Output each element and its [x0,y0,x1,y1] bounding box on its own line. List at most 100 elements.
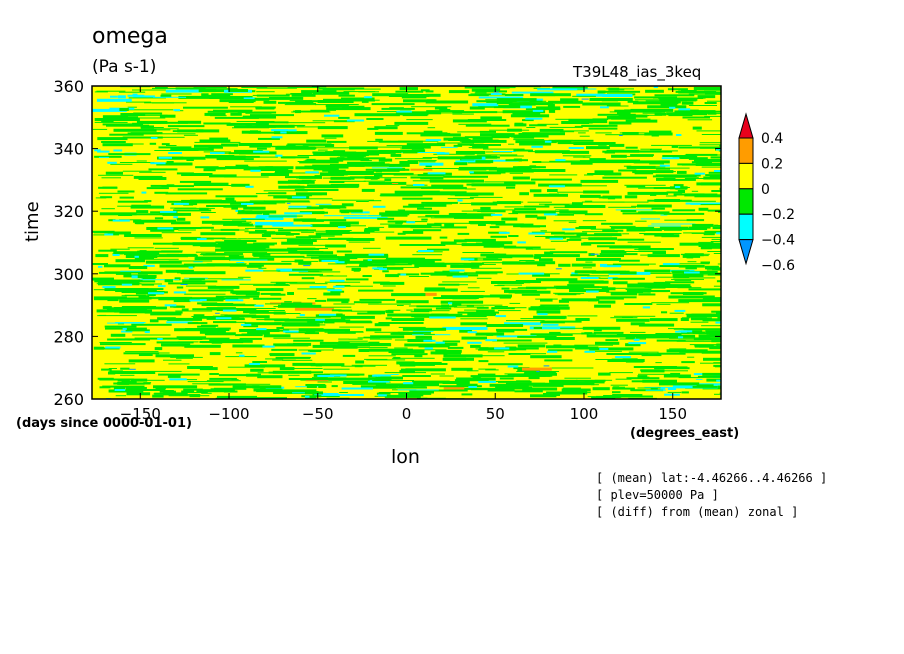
field-streak [443,284,468,286]
field-streak [481,355,505,357]
field-streak [496,335,537,338]
field-streak [655,276,690,278]
field-streak [312,224,320,227]
field-streak [358,289,394,292]
field-streak [391,183,399,184]
field-streak [248,262,292,265]
colorbar-label: 0 [761,182,770,198]
field-streak [470,171,501,175]
field-streak [183,106,228,109]
field-streak [702,297,721,301]
field-streak [303,265,311,267]
field-streak [433,389,468,392]
field-streak [663,366,688,369]
field-streak [625,146,638,149]
field-streak [213,387,247,390]
field-streak [121,381,137,383]
field-streak [112,219,130,222]
field-streak [271,136,283,139]
field-streak [424,287,445,291]
field-streak [408,203,447,207]
field-streak [197,278,244,280]
field-streak [372,380,414,381]
field-streak [306,206,347,209]
field-streak [286,239,317,242]
field-streak [354,113,400,117]
field-streak [711,238,721,240]
field-streak [586,334,616,338]
field-streak [617,238,645,241]
field-streak [297,155,342,156]
field-streak [609,111,647,113]
field-streak [340,285,373,287]
field-streak [278,229,309,232]
field-streak [338,226,346,229]
field-streak [262,345,275,348]
field-streak [341,97,375,101]
field-streak [643,233,674,236]
field-streak [491,135,522,137]
field-streak [508,143,515,145]
field-streak [604,151,615,154]
field-streak [450,264,480,268]
field-streak [447,198,474,200]
field-streak [406,309,413,311]
field-streak [471,183,516,187]
field-streak [303,160,328,162]
field-streak [241,203,254,205]
field-streak [679,352,715,354]
field-streak [568,280,609,284]
field-streak [372,205,386,208]
field-streak [508,353,531,355]
field-streak [354,365,363,368]
field-streak [280,131,287,134]
field-streak [172,131,218,132]
field-streak [532,273,550,277]
field-streak [606,334,651,338]
field-streak [571,185,607,187]
field-streak [329,374,347,377]
field-streak [284,318,308,322]
field-streak [312,120,337,122]
field-streak [701,236,721,238]
field-streak [603,264,649,266]
field-streak [284,212,312,215]
field-streak [209,352,221,356]
field-streak [462,252,494,253]
field-streak [195,166,219,169]
field-streak [637,204,672,208]
field-streak [330,183,360,187]
field-streak [321,134,344,138]
field-streak [406,143,446,147]
field-streak [479,130,496,133]
field-streak [113,382,151,385]
field-streak [382,270,389,273]
field-streak [122,327,127,330]
field-streak [532,161,542,163]
field-streak [382,285,396,287]
field-streak [120,270,141,272]
field-streak [399,392,408,395]
field-streak [207,263,247,265]
field-streak [314,230,349,232]
field-streak [359,264,387,267]
field-streak [475,348,495,350]
field-streak [687,119,713,121]
field-streak [530,93,571,97]
field-streak [225,299,244,302]
field-streak [608,206,637,208]
field-streak [371,103,415,106]
field-streak [588,127,618,130]
field-streak [329,181,345,183]
field-streak [493,91,499,93]
field-streak [521,169,566,172]
field-streak [591,396,616,399]
field-streak [289,100,312,102]
field-streak [117,381,130,385]
field-streak [519,142,552,146]
y-tick-label: 280 [53,327,84,346]
field-streak [412,334,425,336]
field-streak [299,161,339,164]
field-streak [718,210,721,213]
field-streak [173,109,180,112]
